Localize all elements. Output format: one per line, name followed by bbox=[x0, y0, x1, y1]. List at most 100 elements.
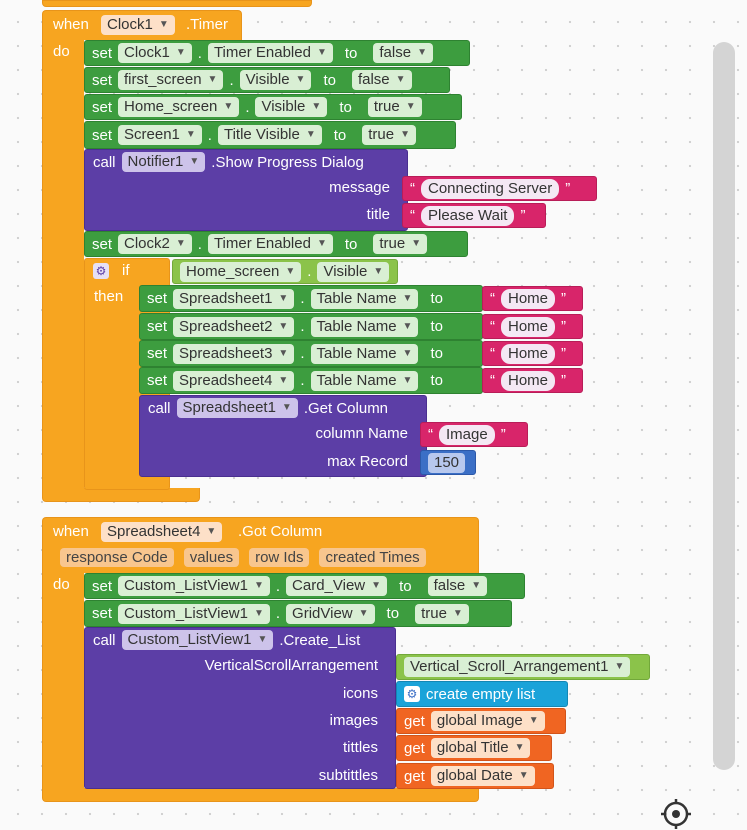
text-value[interactable]: Home bbox=[501, 288, 556, 309]
property-dropdown[interactable]: Visible ▼ bbox=[317, 261, 390, 282]
param-response-code[interactable]: response Code bbox=[60, 548, 174, 567]
variable-dropdown[interactable]: global Title ▼ bbox=[430, 738, 531, 758]
text-image[interactable]: “ Image ” bbox=[420, 422, 528, 447]
component-name: Vertical_Scroll_Arrangement1 bbox=[410, 658, 609, 675]
property-dropdown[interactable]: Table Name ▼ bbox=[310, 370, 419, 391]
get-home-screen-visible[interactable]: Home_screen ▼ . Visible ▼ bbox=[172, 259, 398, 284]
call-custom-listview1-create-list[interactable] bbox=[84, 627, 396, 789]
text-value[interactable]: Image bbox=[439, 424, 495, 445]
text-connecting-server[interactable]: “ Connecting Server ” bbox=[402, 176, 597, 201]
arg-label-images: images bbox=[329, 712, 378, 729]
vertical-scroll-arrangement-block[interactable]: Vertical_Scroll_Arrangement1 ▼ bbox=[396, 654, 650, 680]
component-dropdown[interactable]: Notifier1 ▼ bbox=[121, 152, 206, 172]
get-global-date[interactable]: get global Date ▼ bbox=[396, 763, 554, 789]
component-dropdown[interactable]: Vertical_Scroll_Arrangement1 ▼ bbox=[404, 657, 631, 677]
component-dropdown[interactable]: Home_screen ▼ bbox=[118, 97, 240, 117]
chevron-down-icon: ▼ bbox=[305, 129, 316, 140]
text-home-2[interactable]: “ Home ” bbox=[482, 314, 583, 339]
create-empty-list-block[interactable]: ⚙ create empty list bbox=[396, 681, 568, 707]
set-clock2-timer-enabled[interactable]: set Clock2 ▼ . Timer Enabled ▼ to true ▼ bbox=[84, 231, 468, 257]
component-dropdown[interactable]: Spreadsheet1 ▼ bbox=[176, 398, 298, 418]
text-please-wait[interactable]: “ Please Wait ” bbox=[402, 203, 546, 228]
property-dropdown[interactable]: Table Name ▼ bbox=[310, 288, 419, 309]
event-component-dropdown[interactable]: Clock1 ▼ bbox=[101, 15, 175, 35]
property-dropdown[interactable]: Timer Enabled ▼ bbox=[207, 43, 333, 63]
component-dropdown[interactable]: Spreadsheet4 ▼ bbox=[173, 370, 295, 391]
component-dropdown[interactable]: Spreadsheet3 ▼ bbox=[173, 343, 295, 364]
text-value[interactable]: Home bbox=[501, 343, 556, 364]
property-dropdown[interactable]: Visible ▼ bbox=[239, 70, 312, 90]
text-value[interactable]: Connecting Server bbox=[421, 178, 560, 199]
property-dropdown[interactable]: Visible ▼ bbox=[255, 97, 328, 117]
property-dropdown[interactable]: GridView ▼ bbox=[286, 603, 375, 624]
component-name: Custom_ListView1 bbox=[124, 604, 248, 622]
get-global-image[interactable]: get global Image ▼ bbox=[396, 708, 566, 734]
event-component-dropdown[interactable]: Spreadsheet4 ▼ bbox=[101, 522, 223, 542]
set-first-screen-visible[interactable]: set first_screen ▼ . Visible ▼ to false ▼ bbox=[84, 67, 450, 93]
set-spreadsheet2-table-name[interactable]: set Spreadsheet2 ▼ . Table Name ▼ to bbox=[139, 313, 483, 340]
property-dropdown[interactable]: Table Name ▼ bbox=[310, 343, 419, 364]
variable-dropdown[interactable]: global Image ▼ bbox=[430, 711, 545, 731]
text-home-4[interactable]: “ Home ” bbox=[482, 368, 583, 393]
chevron-down-icon: ▼ bbox=[402, 320, 413, 332]
param-created-times[interactable]: created Times bbox=[319, 548, 426, 567]
boolean-dropdown[interactable]: true ▼ bbox=[415, 603, 469, 624]
set-clock1-timer-enabled[interactable]: set Clock1 ▼ . Timer Enabled ▼ to false ▼ bbox=[84, 40, 470, 66]
boolean-dropdown[interactable]: true ▼ bbox=[367, 97, 422, 117]
set-keyword: set bbox=[92, 98, 113, 116]
property-dropdown[interactable]: Timer Enabled ▼ bbox=[207, 234, 333, 254]
component-dropdown[interactable]: Custom_ListView1 ▼ bbox=[118, 576, 270, 596]
open-quote: “ bbox=[490, 318, 495, 335]
component-dropdown[interactable]: Home_screen ▼ bbox=[180, 261, 302, 282]
boolean-dropdown[interactable]: false ▼ bbox=[351, 70, 412, 90]
boolean-dropdown[interactable]: true ▼ bbox=[373, 234, 428, 254]
set-spreadsheet1-table-name[interactable]: set Spreadsheet1 ▼ . Table Name ▼ to bbox=[139, 285, 483, 312]
text-value[interactable]: Please Wait bbox=[421, 205, 515, 226]
call-spreadsheet-header: call Spreadsheet1 ▼ .Get Column bbox=[141, 396, 395, 420]
component-dropdown[interactable]: first_screen ▼ bbox=[118, 70, 224, 90]
set-keyword: set bbox=[147, 290, 168, 307]
get-keyword: get bbox=[404, 712, 425, 730]
param-row-ids[interactable]: row Ids bbox=[249, 548, 310, 567]
text-value[interactable]: Home bbox=[501, 370, 556, 391]
param-values[interactable]: values bbox=[183, 548, 240, 567]
text-home-3[interactable]: “ Home ” bbox=[482, 341, 583, 366]
event-name: .Got Column bbox=[238, 523, 323, 540]
property-dropdown[interactable]: Table Name ▼ bbox=[310, 316, 419, 337]
component-dropdown[interactable]: Spreadsheet2 ▼ bbox=[173, 316, 295, 337]
set-home-screen-visible[interactable]: set Home_screen ▼ . Visible ▼ to true ▼ bbox=[84, 94, 462, 120]
set-spreadsheet4-table-name[interactable]: set Spreadsheet4 ▼ . Table Name ▼ to bbox=[139, 367, 483, 394]
component-dropdown[interactable]: Custom_ListView1 ▼ bbox=[121, 630, 274, 650]
get-global-title[interactable]: get global Title ▼ bbox=[396, 735, 552, 761]
chevron-down-icon: ▼ bbox=[189, 156, 200, 167]
component-dropdown[interactable]: Spreadsheet1 ▼ bbox=[173, 288, 295, 309]
component-dropdown[interactable]: Screen1 ▼ bbox=[118, 125, 202, 145]
boolean-value: true bbox=[421, 604, 447, 622]
text-value[interactable]: Home bbox=[501, 316, 556, 337]
partial-block-top[interactable] bbox=[42, 0, 312, 7]
component-dropdown[interactable]: Custom_ListView1 ▼ bbox=[118, 603, 270, 624]
variable-dropdown[interactable]: global Date ▼ bbox=[430, 766, 535, 786]
set-keyword: set bbox=[92, 44, 113, 62]
set-screen1-title-visible[interactable]: set Screen1 ▼ . Title Visible ▼ to true ▼ bbox=[84, 121, 456, 149]
set-spreadsheet3-table-name[interactable]: set Spreadsheet3 ▼ . Table Name ▼ to bbox=[139, 340, 483, 367]
call-keyword: call bbox=[148, 399, 171, 417]
arg-label-subtittles: subtittles bbox=[318, 767, 378, 784]
boolean-dropdown[interactable]: false ▼ bbox=[373, 43, 433, 63]
to-keyword: to bbox=[344, 235, 358, 253]
set-custom-listview1-gridview[interactable]: set Custom_ListView1 ▼ . GridView ▼ to tru… bbox=[84, 600, 512, 627]
property-dropdown[interactable]: Card_View ▼ bbox=[286, 576, 388, 596]
component-dropdown[interactable]: Clock1 ▼ bbox=[118, 43, 192, 63]
set-custom-listview1-card-view[interactable]: set Custom_ListView1 ▼ . Card_View ▼ to fa… bbox=[84, 573, 525, 599]
boolean-dropdown[interactable]: true ▼ bbox=[362, 125, 417, 145]
component-dropdown[interactable]: Clock2 ▼ bbox=[118, 234, 192, 254]
text-home-1[interactable]: “ Home ” bbox=[482, 286, 583, 311]
vertical-scrollbar[interactable] bbox=[713, 42, 735, 770]
boolean-dropdown[interactable]: false ▼ bbox=[427, 576, 488, 596]
gear-icon[interactable]: ⚙ bbox=[93, 263, 109, 279]
gear-icon[interactable]: ⚙ bbox=[404, 686, 420, 702]
target-icon[interactable] bbox=[660, 798, 692, 830]
number-150[interactable]: 150 bbox=[420, 450, 476, 475]
number-value[interactable]: 150 bbox=[428, 452, 466, 473]
property-dropdown[interactable]: Title Visible ▼ bbox=[217, 125, 322, 145]
